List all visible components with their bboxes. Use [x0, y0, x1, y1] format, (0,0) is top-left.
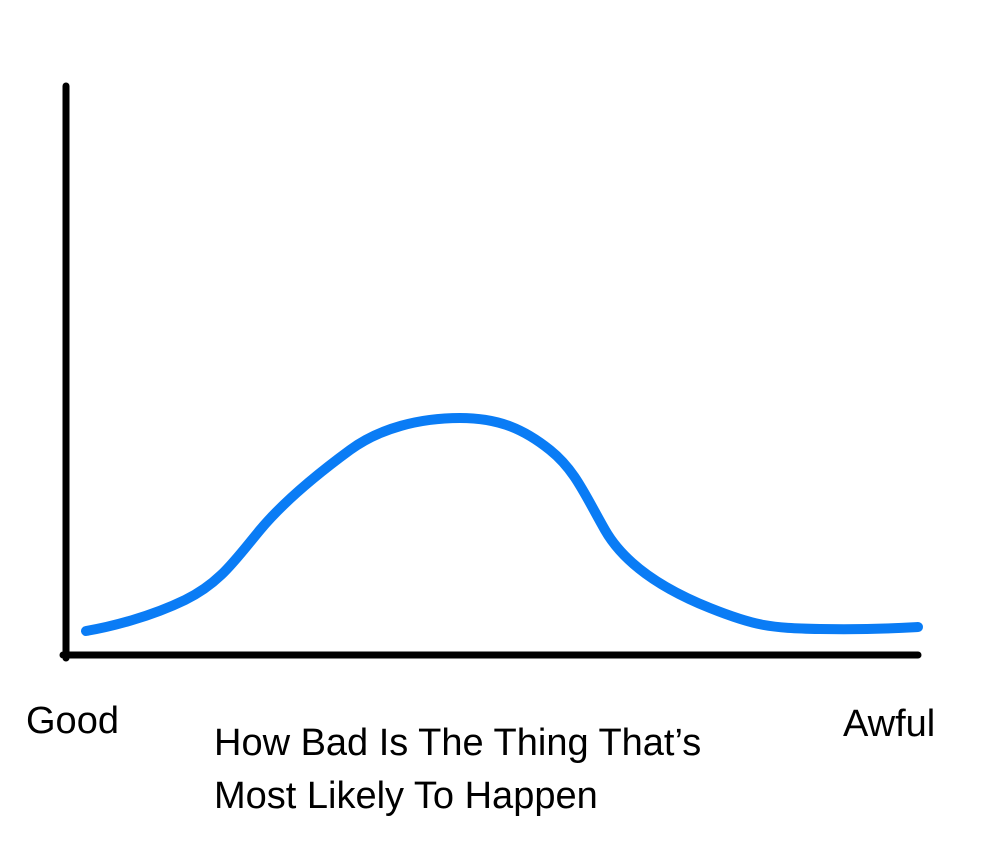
right-label: Awful — [843, 703, 935, 745]
left-label: Good — [26, 700, 119, 742]
axis-title-line: How Bad Is The Thing That’s — [214, 722, 701, 764]
curve — [81, 413, 923, 636]
axis-title-line: Most Likely To Happen — [214, 775, 598, 817]
